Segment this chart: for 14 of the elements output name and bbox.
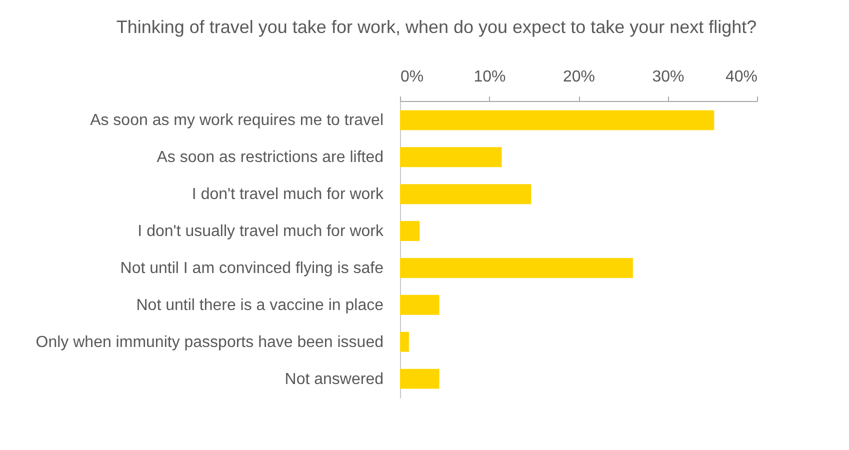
y-tick-label: As soon as restrictions are lifted <box>156 149 384 166</box>
x-tick-label: 20% <box>562 68 596 86</box>
y-tick-label: Only when immunity passports have been issued <box>36 334 384 351</box>
y-tick-label: Not until I am convinced flying is safe <box>120 260 384 277</box>
y-tick-label: I don't usually travel much for work <box>138 223 384 240</box>
y-tick-label: I don't travel much for work <box>192 186 384 204</box>
x-tick-label: 10% <box>474 68 506 86</box>
y-tick-label: Not until there is a vaccine in place <box>136 296 384 314</box>
y-tick-label: As soon as my work requires me to travel <box>90 112 384 130</box>
x-tick-label: 40% <box>725 68 758 86</box>
x-tick-label: 30% <box>652 68 684 86</box>
x-tick-label: 0% <box>400 68 424 86</box>
chart-title: Thinking of travel you take for work, when do you expect to take your next flight? <box>116 17 757 37</box>
y-tick-label: Not answered <box>284 370 384 388</box>
